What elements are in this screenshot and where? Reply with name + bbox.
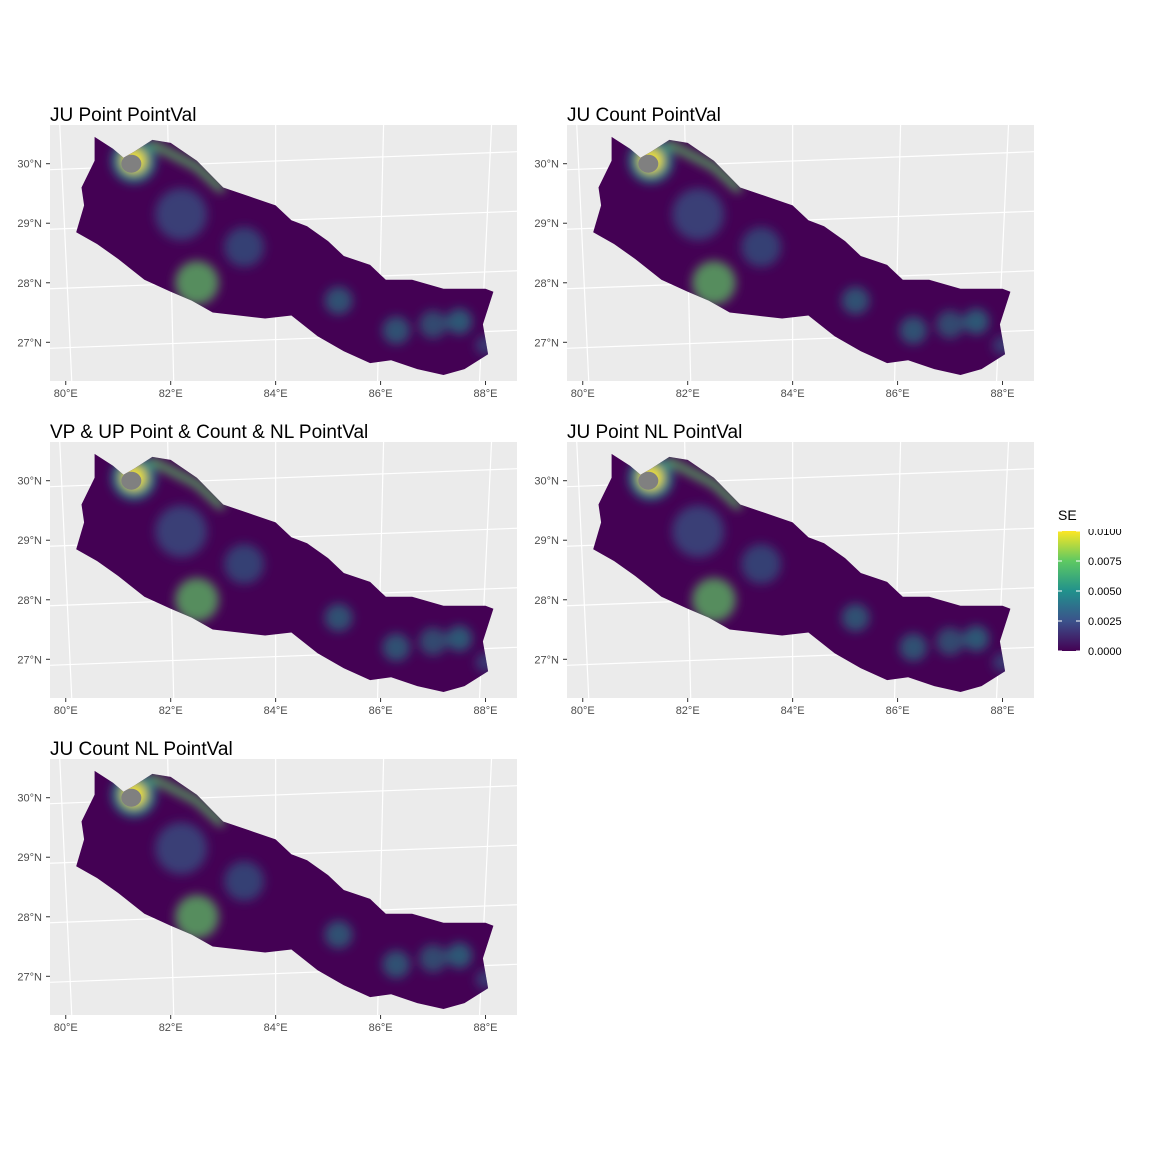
y-tick-label: 29°N (17, 218, 42, 230)
panel-title: JU Point PointVal (50, 105, 197, 126)
panel-title: VP & UP Point & Count & NL PointVal (50, 422, 369, 443)
y-tick-label: 28°N (17, 912, 42, 924)
x-tick-label: 86°E (886, 388, 910, 400)
x-tick-label: 86°E (369, 705, 393, 717)
masked-area (121, 154, 142, 173)
y-tick-label: 29°N (17, 535, 42, 547)
x-tick-label: 80°E (571, 705, 595, 717)
x-tick-label: 84°E (264, 388, 288, 400)
legend-colorbar: 0.0100 0.0075 0.0050 0.0025 0.0000 (1058, 529, 1122, 658)
y-tick-label: 30°N (17, 476, 42, 488)
x-tick-label: 84°E (781, 705, 805, 717)
x-tick-label: 86°E (369, 1022, 393, 1034)
masked-area (121, 788, 142, 807)
legend-label: 0.0050 (1088, 586, 1122, 598)
y-tick-label: 29°N (534, 218, 559, 230)
y-tick-label: 27°N (534, 654, 559, 666)
map-panel-4: JU Point NL PointVal 30°N 29°N 28°N 27°N 80°E… (534, 422, 1047, 732)
y-tick-label: 27°N (17, 971, 42, 983)
legend: SE 0.0100 0.0075 0.0050 0.0025 0.0000 (1058, 507, 1148, 667)
masked-area (121, 471, 142, 490)
x-tick-label: 80°E (54, 1022, 78, 1034)
panel-title: JU Count PointVal (567, 105, 721, 126)
y-tick-label: 30°N (534, 159, 559, 171)
map-plot: 30°N 29°N 28°N 27°N 80°E 82°E 84°E 86°E 88°E (17, 758, 518, 1034)
map-plot: 30°N 29°N 28°N 27°N 80°E 82°E 84°E 86°E 88°E (17, 124, 518, 400)
masked-area (638, 471, 659, 490)
legend-label: 0.0025 (1088, 616, 1122, 628)
y-tick-label: 29°N (534, 535, 559, 547)
panel-title: JU Count NL PointVal (50, 739, 233, 760)
y-tick-label: 28°N (17, 595, 42, 607)
legend-title: SE (1058, 507, 1077, 523)
legend-label: 0.0075 (1088, 556, 1122, 568)
x-tick-label: 86°E (369, 388, 393, 400)
x-tick-label: 82°E (676, 388, 700, 400)
y-tick-label: 29°N (17, 852, 42, 864)
x-tick-label: 82°E (159, 705, 183, 717)
y-tick-label: 27°N (17, 654, 42, 666)
y-tick-label: 27°N (534, 337, 559, 349)
legend-label: 0.0100 (1088, 529, 1122, 538)
map-plot: 30°N 29°N 28°N 27°N 80°E 82°E 84°E 86°E 88°E (534, 124, 1035, 400)
x-tick-label: 84°E (264, 705, 288, 717)
map-panel-2: JU Count PointVal 30°N 29°N 28°N 27°N 80°E 82°… (534, 105, 1047, 415)
y-tick-label: 28°N (534, 595, 559, 607)
x-tick-label: 84°E (781, 388, 805, 400)
x-tick-label: 88°E (474, 705, 498, 717)
x-tick-label: 88°E (991, 388, 1015, 400)
x-tick-label: 84°E (264, 1022, 288, 1034)
map-panel-1: JU Point PointVal 30°N 29°N 28°N 27°N 80°E 82°… (17, 105, 530, 415)
y-tick-label: 28°N (17, 278, 42, 290)
map-plot: 30°N 29°N 28°N 27°N 80°E 82°E 84°E 86°E 88°E (17, 441, 518, 717)
map-panel-3: VP & UP Point & Count & NL PointVal 30°N 2… (17, 422, 530, 732)
y-tick-label: 30°N (17, 793, 42, 805)
masked-area (638, 154, 659, 173)
x-tick-label: 82°E (159, 388, 183, 400)
x-tick-label: 88°E (474, 388, 498, 400)
x-tick-label: 80°E (571, 388, 595, 400)
map-plot: 30°N 29°N 28°N 27°N 80°E 82°E 84°E 86°E 88°E (534, 441, 1035, 717)
x-tick-label: 86°E (886, 705, 910, 717)
legend-label: 0.0000 (1088, 646, 1122, 658)
y-tick-label: 28°N (534, 278, 559, 290)
panel-title: JU Point NL PointVal (567, 422, 743, 443)
x-tick-label: 88°E (991, 705, 1015, 717)
x-tick-label: 82°E (676, 705, 700, 717)
x-tick-label: 80°E (54, 705, 78, 717)
x-tick-label: 88°E (474, 1022, 498, 1034)
x-tick-label: 80°E (54, 388, 78, 400)
y-tick-label: 30°N (17, 159, 42, 171)
legend-gradient (1058, 531, 1080, 651)
map-panel-5: JU Count NL PointVal 30°N 29°N 28°N 27°N 80°E… (17, 739, 530, 1049)
y-tick-label: 27°N (17, 337, 42, 349)
y-tick-label: 30°N (534, 476, 559, 488)
x-tick-label: 82°E (159, 1022, 183, 1034)
